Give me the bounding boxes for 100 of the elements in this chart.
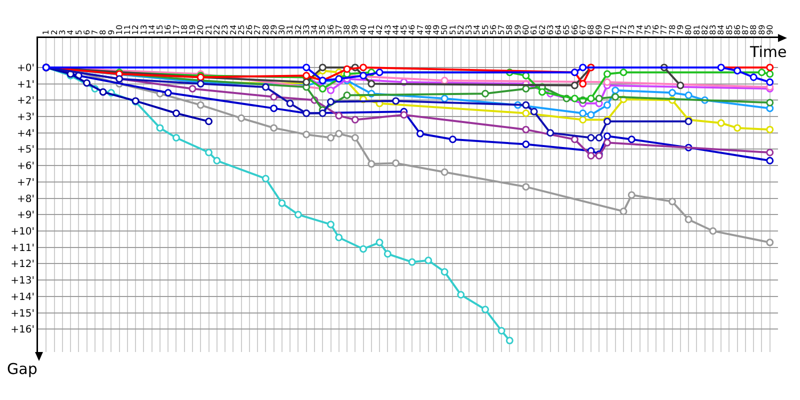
x-tick-label: 65: [562, 24, 572, 35]
x-tick-label: 57: [497, 24, 506, 35]
x-tick-label: 23: [220, 24, 230, 35]
x-tick-label: 84: [716, 24, 726, 35]
x-tick-label: 60: [522, 24, 531, 35]
x-tick-label: 20: [196, 24, 206, 35]
x-tick-label: 90: [765, 24, 774, 35]
x-tick-label: 34: [310, 24, 320, 35]
x-tick-label: 22: [212, 24, 222, 35]
x-tick-label: 27: [253, 24, 262, 35]
y-axis-title: Gap: [7, 360, 38, 378]
x-tick-label: 21: [204, 24, 214, 35]
x-tick-label: 89: [757, 24, 766, 35]
x-tick-label: 52: [456, 24, 466, 35]
x-tick-label: 69: [594, 24, 604, 35]
x-tick-label: 13: [139, 24, 148, 35]
x-tick-label: 33: [302, 24, 311, 35]
x-tick-label: 8: [98, 30, 108, 35]
x-tick-label: 80: [684, 24, 694, 35]
y-tick-label: +2': [17, 96, 34, 107]
y-tick-label: +8': [17, 194, 34, 205]
x-tick-label: 18: [180, 24, 189, 35]
x-tick-label: 86: [732, 24, 742, 35]
x-tick-label: 40: [358, 24, 368, 35]
y-tick-label: +10': [10, 226, 34, 238]
x-tick-label: 64: [554, 24, 564, 35]
x-tick-label: 10: [114, 24, 124, 35]
x-tick-label: 63: [546, 24, 555, 35]
x-tick-label: 12: [131, 24, 140, 35]
x-tick-label: 16: [164, 24, 173, 35]
y-tick-label: +13': [10, 276, 34, 287]
x-tick-label: 55: [480, 24, 490, 35]
x-axis-title: Time: [749, 43, 787, 61]
x-tick-label: 17: [172, 24, 181, 35]
x-tick-label: 24: [228, 24, 238, 35]
x-tick-label: 71: [610, 24, 620, 35]
y-tick-label: +14': [10, 292, 34, 303]
x-tick-label: 37: [334, 24, 344, 35]
y-tick-label: +11': [10, 242, 34, 254]
x-tick-label: 85: [724, 24, 734, 35]
x-tick-label: 44: [391, 24, 400, 35]
x-tick-label: 43: [383, 24, 392, 35]
y-tick-label: +6': [17, 161, 34, 172]
x-tick-label: 78: [668, 24, 677, 35]
x-tick-label: 81: [692, 24, 702, 35]
y-tick-label: +9': [17, 210, 34, 222]
x-tick-label: 61: [530, 24, 539, 35]
x-tick-label: 70: [602, 24, 612, 35]
x-tick-label: 7: [90, 30, 100, 35]
x-tick-label: 3: [58, 30, 67, 35]
x-tick-label: 48: [424, 24, 433, 35]
x-tick-label: 45: [400, 24, 409, 35]
x-tick-label: 82: [700, 24, 710, 35]
x-tick-label: 1: [42, 30, 51, 35]
x-tick-label: 77: [660, 24, 669, 35]
x-tick-label: 68: [586, 24, 596, 35]
x-tick-label: 67: [578, 24, 588, 35]
x-tick-label: 75: [643, 24, 652, 35]
x-tick-label: 62: [538, 24, 547, 35]
y-tick-label: +3': [17, 112, 34, 123]
x-tick-label: 72: [619, 24, 628, 35]
x-tick-label: 9: [106, 30, 116, 35]
x-tick-label: 66: [570, 24, 580, 35]
x-tick-label: 83: [708, 24, 718, 35]
x-tick-label: 79: [676, 24, 686, 35]
x-tick-label: 32: [294, 24, 303, 35]
x-tick-label: 5: [74, 30, 84, 35]
x-tick-label: 26: [245, 24, 254, 35]
y-tick-label: +15': [10, 308, 34, 320]
x-tick-label: 47: [416, 24, 425, 35]
x-tick-label: 46: [408, 24, 417, 35]
x-tick-label: 56: [488, 24, 498, 35]
y-tick-label: +7': [17, 177, 34, 188]
x-tick-label: 51: [448, 24, 458, 35]
y-tick-label: +12': [10, 259, 34, 270]
x-tick-label: 35: [318, 24, 328, 35]
x-tick-label: 4: [66, 30, 76, 35]
x-tick-label: 25: [236, 24, 246, 35]
x-tick-label: 6: [82, 30, 92, 35]
x-tick-label: 53: [464, 24, 474, 35]
x-tick-label: 29: [269, 24, 278, 35]
y-tick-label: +4': [17, 128, 34, 140]
y-tick-label: +5': [17, 144, 34, 156]
x-tick-label: 50: [440, 24, 450, 35]
x-tick-label: 54: [472, 24, 482, 35]
x-tick-label: 31: [286, 24, 295, 35]
x-tick-label: 59: [513, 24, 522, 35]
x-tick-label: 41: [367, 24, 376, 35]
x-tick-label: 2: [50, 30, 59, 35]
x-tick-label: 36: [326, 24, 336, 35]
x-tick-label: 58: [505, 24, 514, 35]
x-tick-label: 38: [342, 24, 352, 35]
y-tick-label: +0': [17, 62, 34, 74]
y-tick-label: +16': [10, 324, 34, 336]
x-tick-label: 19: [188, 24, 198, 35]
y-tick-label: +1': [17, 79, 34, 90]
x-tick-label: 39: [350, 24, 360, 35]
x-tick-label: 73: [627, 24, 636, 35]
x-tick-label: 14: [147, 24, 156, 35]
x-tick-label: 87: [741, 24, 750, 35]
